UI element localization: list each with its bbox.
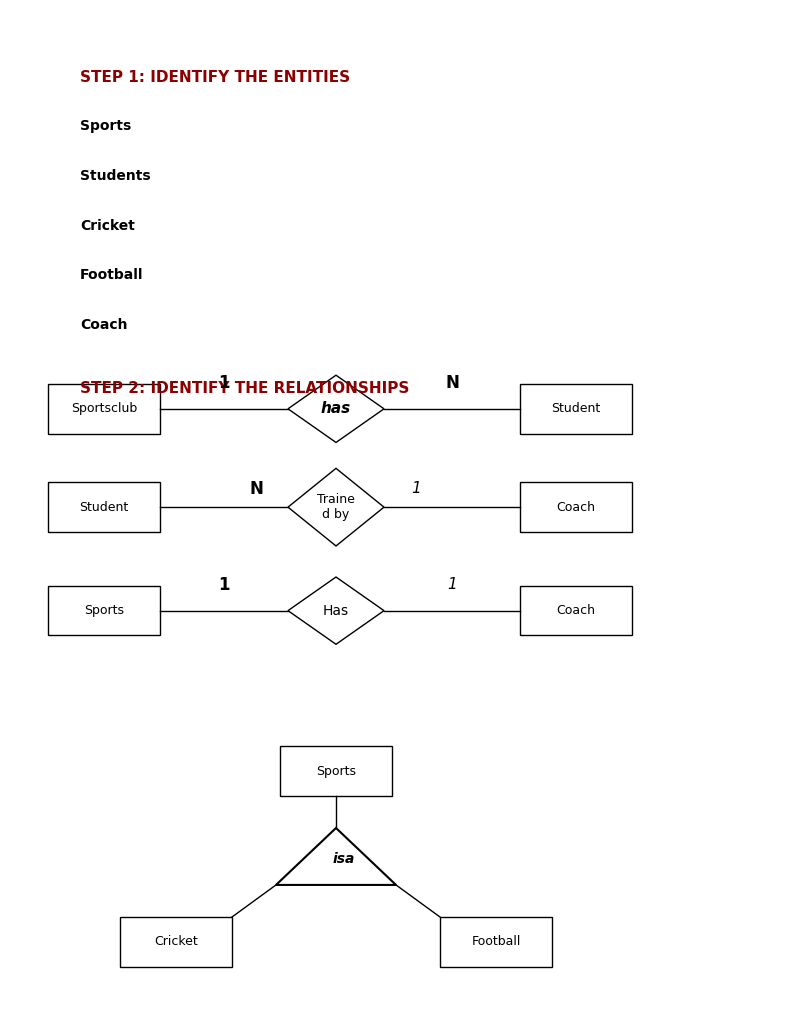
FancyBboxPatch shape [48, 384, 160, 434]
FancyBboxPatch shape [48, 586, 160, 635]
Polygon shape [288, 468, 384, 546]
Text: Sports: Sports [84, 604, 124, 617]
Text: 1: 1 [411, 481, 421, 496]
Text: Coach: Coach [557, 604, 595, 617]
FancyBboxPatch shape [520, 586, 632, 635]
Text: 1: 1 [447, 578, 457, 592]
Text: Traine
d by: Traine d by [317, 493, 355, 522]
Text: Sports: Sports [80, 119, 131, 134]
FancyBboxPatch shape [48, 482, 160, 532]
Polygon shape [276, 828, 396, 885]
Text: isa: isa [333, 852, 355, 866]
Text: Student: Student [551, 403, 601, 415]
Text: Sportsclub: Sportsclub [71, 403, 137, 415]
FancyBboxPatch shape [120, 917, 232, 967]
Text: has: has [321, 402, 351, 416]
Text: Coach: Coach [80, 318, 127, 332]
Text: N: N [445, 374, 459, 392]
FancyBboxPatch shape [520, 384, 632, 434]
Text: Football: Football [80, 268, 143, 283]
Text: Cricket: Cricket [80, 218, 135, 233]
Text: Students: Students [80, 169, 150, 183]
Text: 1: 1 [218, 575, 230, 594]
Text: Sports: Sports [316, 765, 356, 777]
Text: 1: 1 [218, 374, 230, 392]
FancyBboxPatch shape [280, 746, 392, 796]
Text: Coach: Coach [557, 501, 595, 513]
FancyBboxPatch shape [520, 482, 632, 532]
Text: Student: Student [79, 501, 129, 513]
Text: Cricket: Cricket [154, 936, 198, 948]
Text: STEP 2: IDENTIFY THE RELATIONSHIPS: STEP 2: IDENTIFY THE RELATIONSHIPS [80, 381, 410, 395]
Text: Football: Football [471, 936, 521, 948]
Polygon shape [288, 578, 384, 644]
Text: N: N [249, 479, 263, 498]
Polygon shape [288, 376, 384, 443]
Text: Has: Has [323, 603, 349, 618]
FancyBboxPatch shape [440, 917, 552, 967]
Text: STEP 1: IDENTIFY THE ENTITIES: STEP 1: IDENTIFY THE ENTITIES [80, 70, 350, 85]
